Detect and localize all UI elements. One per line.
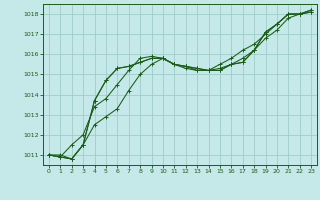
Text: Graphe pression niveau de la mer (hPa): Graphe pression niveau de la mer (hPa) [58,188,262,196]
